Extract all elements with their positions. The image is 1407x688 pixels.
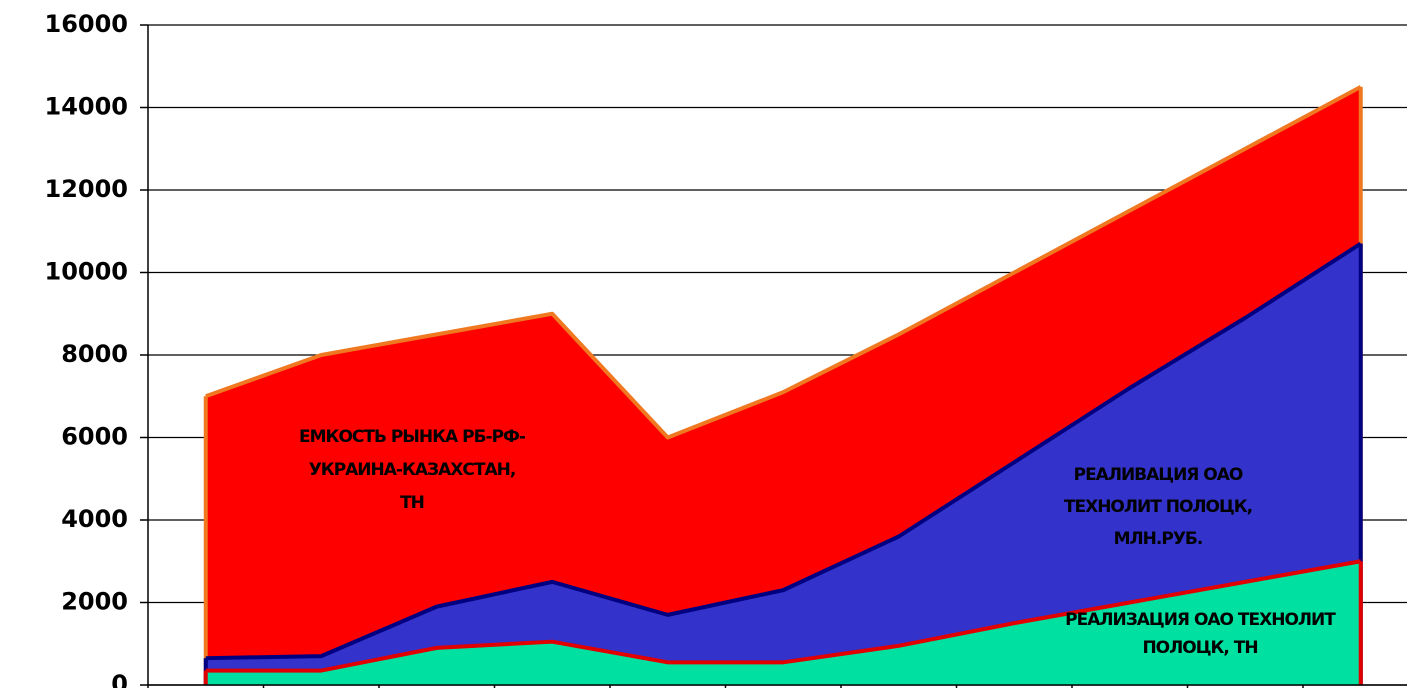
series-label: ЕМКОСТЬ РЫНКА РБ-РФ-	[299, 427, 526, 447]
series-label: МЛН.РУБ.	[1114, 529, 1203, 549]
y-tick-label: 0	[111, 670, 128, 688]
area	[205, 561, 1361, 685]
y-tick-label: 8000	[61, 340, 128, 368]
y-tick-label: 2000	[61, 588, 128, 616]
series-label: ПОЛОЦК, ТН	[1142, 638, 1257, 658]
series-label: ТЕХНОЛИТ ПОЛОЦК,	[1064, 497, 1252, 517]
y-tick-label: 16000	[45, 10, 129, 38]
y-tick-label: 4000	[61, 505, 128, 533]
series-label: УКРАИНА-КАЗАХСТАН,	[309, 460, 516, 480]
y-tick-label: 12000	[45, 175, 129, 203]
series-label: ТН	[400, 493, 424, 513]
series-label: РЕАЛИЗАЦИЯ ОАО ТЕХНОЛИТ	[1065, 610, 1336, 630]
area	[205, 243, 1361, 685]
area-edge	[205, 85, 1362, 440]
area-edge	[205, 559, 1362, 673]
y-tick-label: 10000	[45, 258, 129, 286]
series-label: РЕАЛИВАЦИЯ ОАО	[1074, 465, 1243, 485]
y-tick-label: 14000	[45, 93, 129, 121]
y-tick-label: 6000	[61, 423, 128, 451]
area-edge	[205, 241, 1362, 661]
